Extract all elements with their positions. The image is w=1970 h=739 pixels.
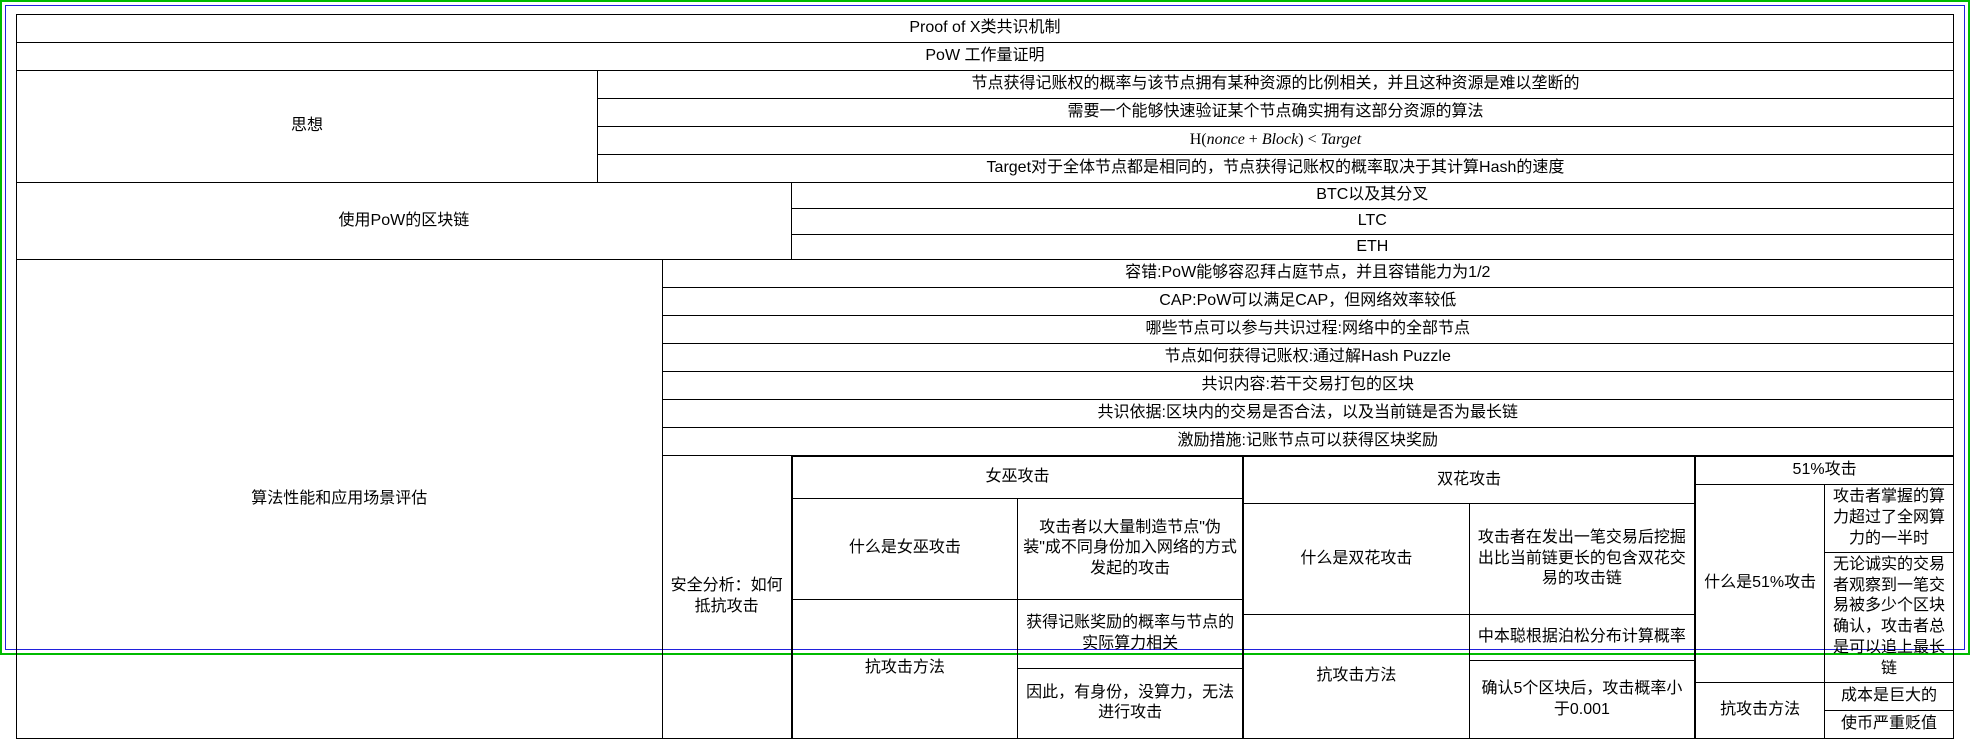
formula-lt: < bbox=[1304, 131, 1321, 148]
eval-item-5: 共识依据:区块内的交易是否合法，以及当前链是否为最长链 bbox=[662, 400, 1953, 428]
outer-frame: Proof of X类共识机制 PoW 工作量证明 思想 节点获得记账权的概率与… bbox=[0, 0, 1970, 655]
eval-label: 算法性能和应用场景评估 bbox=[17, 260, 663, 739]
security-label: 安全分析：如何抵抗攻击 bbox=[662, 456, 791, 739]
eval-item-6: 激励措施:记账节点可以获得区块奖励 bbox=[662, 428, 1953, 456]
eval-item-0: 容错:PoW能够容忍拜占庭节点，并且容错能力为1/2 bbox=[662, 260, 1953, 288]
formula-h: H bbox=[1190, 131, 1202, 148]
inner-frame: Proof of X类共识机制 PoW 工作量证明 思想 节点获得记账权的概率与… bbox=[5, 5, 1965, 650]
eval-item-1: CAP:PoW可以满足CAP，但网络效率较低 bbox=[662, 288, 1953, 316]
eval-item-4: 共识内容:若干交易打包的区块 bbox=[662, 372, 1953, 400]
eval-item-2: 哪些节点可以参与共识过程:网络中的全部节点 bbox=[662, 316, 1953, 344]
idea-item-2: H(nonce + Block) < Target bbox=[598, 127, 1954, 155]
title-cell: Proof of X类共识机制 bbox=[17, 15, 1954, 43]
idea-item-1: 需要一个能够快速验证某个节点确实拥有这部分资源的算法 bbox=[598, 99, 1954, 127]
idea-label: 思想 bbox=[17, 71, 598, 183]
chains-item-0: BTC以及其分叉 bbox=[791, 183, 1953, 209]
formula-nonce: nonce bbox=[1207, 131, 1245, 148]
formula-block: Block bbox=[1262, 131, 1298, 148]
pow-header: PoW 工作量证明 bbox=[17, 43, 1954, 71]
idea-item-3: Target对于全体节点都是相同的，节点获得记账权的概率取决于其计算Hash的速… bbox=[598, 155, 1954, 183]
formula-target: Target bbox=[1321, 131, 1362, 148]
idea-item-0: 节点获得记账权的概率与该节点拥有某种资源的比例相关，并且这种资源是难以垄断的 bbox=[598, 71, 1954, 99]
chains-item-1: LTC bbox=[791, 208, 1953, 234]
formula-plus: + bbox=[1245, 131, 1262, 148]
chains-item-2: ETH bbox=[791, 234, 1953, 260]
eval-item-3: 节点如何获得记账权:通过解Hash Puzzle bbox=[662, 344, 1953, 372]
consensus-table: Proof of X类共识机制 PoW 工作量证明 思想 节点获得记账权的概率与… bbox=[16, 14, 1954, 739]
chains-label: 使用PoW的区块链 bbox=[17, 183, 792, 260]
